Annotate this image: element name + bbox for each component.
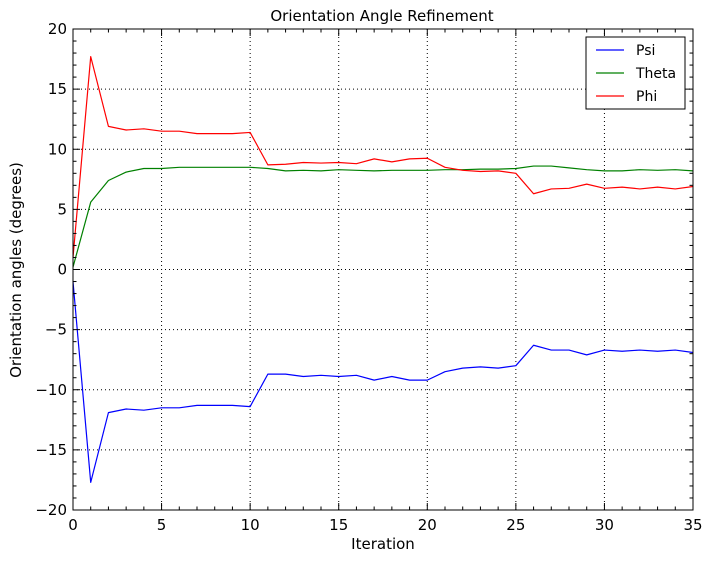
legend: Psi Theta Phi — [585, 36, 686, 110]
plot-frame — [72, 28, 694, 511]
x-tick-label: 15 — [329, 516, 348, 534]
y-axis-label: Orientation angles (degrees) — [7, 162, 25, 378]
y-tick-label: −20 — [35, 501, 67, 519]
chart-title: Orientation Angle Refinement — [270, 7, 493, 25]
x-tick-label: 20 — [418, 516, 437, 534]
y-tick-label: 0 — [57, 261, 67, 279]
x-tick-label: 0 — [68, 516, 78, 534]
y-tick-label: 15 — [48, 80, 67, 98]
x-tick-label: 5 — [157, 516, 167, 534]
series-lines — [72, 56, 694, 483]
series-line-phi — [72, 56, 694, 258]
x-tick-label: 30 — [595, 516, 614, 534]
x-tick-label: 10 — [241, 516, 260, 534]
y-tick-labels: −20 −15 −10 −5 0 5 10 15 20 — [35, 20, 67, 519]
axis-ticks — [72, 28, 694, 511]
x-tick-label: 25 — [506, 516, 525, 534]
legend-label-phi: Phi — [636, 89, 657, 105]
x-tick-label: 35 — [683, 516, 702, 534]
y-tick-label: −5 — [45, 321, 67, 339]
y-tick-label: −10 — [35, 381, 67, 399]
legend-label-psi: Psi — [636, 43, 655, 59]
legend-label-theta: Theta — [635, 66, 676, 82]
series-line-psi — [72, 281, 694, 483]
y-tick-label: −15 — [35, 441, 67, 459]
x-tick-labels: 0 5 10 15 20 25 30 35 — [68, 516, 702, 534]
x-axis-label: Iteration — [351, 535, 415, 553]
series-line-theta — [72, 165, 694, 268]
y-tick-label: 5 — [57, 200, 67, 218]
y-tick-label: 20 — [48, 20, 67, 38]
y-tick-label: 10 — [48, 140, 67, 158]
